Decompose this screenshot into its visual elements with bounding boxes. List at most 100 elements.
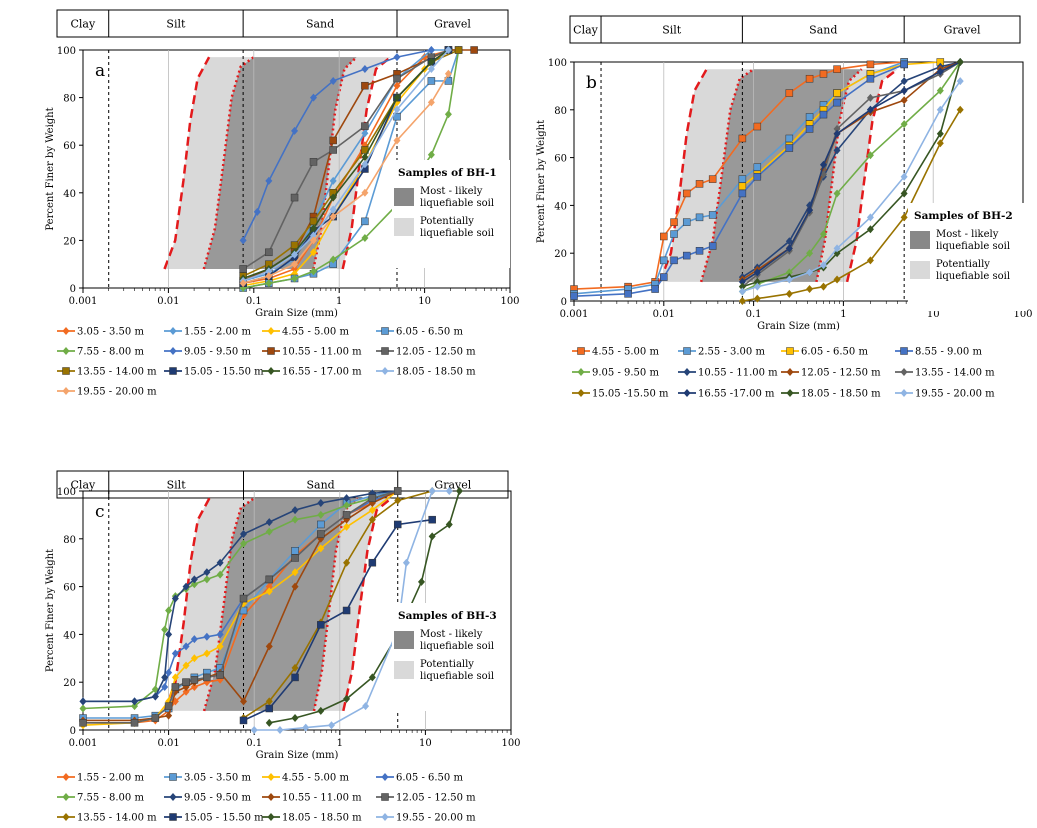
data-point [900, 172, 908, 181]
legend-item: 16.55 -17.00 m [678, 389, 775, 400]
legend-label: 9.05 - 9.50 m [592, 368, 659, 379]
legend-item: 2.55 - 3.00 m [678, 347, 765, 358]
tick-label-y: 60 [554, 154, 567, 165]
data-point [753, 268, 761, 277]
data-point [265, 575, 274, 584]
series-19.55-20.00- [239, 69, 452, 288]
legend-label: 7.55 - 8.00 m [77, 347, 144, 358]
series-legend: 3.05 - 3.50 m 1.55 - 2.00 m 4.55 - 5.00 m 6… [57, 327, 476, 398]
data-point [393, 74, 401, 83]
legend-item: 15.05 -15.50 m [572, 389, 669, 400]
legend-item: 1.55 - 2.00 m [57, 773, 144, 784]
data-point [806, 206, 814, 215]
data-point [265, 704, 274, 713]
legend-item: 4.55 - 5.00 m [572, 347, 659, 358]
legend-item: 15.05 - 15.50 m [164, 813, 264, 824]
soil-class-silt: Silt [662, 24, 682, 37]
data-point [444, 69, 452, 78]
data-point [239, 716, 248, 725]
data-point [833, 189, 841, 198]
data-point [343, 501, 351, 510]
data-point [131, 697, 139, 706]
data-point [936, 86, 944, 95]
tick-label-x: 1 [337, 738, 343, 749]
series-line [269, 490, 461, 724]
legend-item: 3.05 - 3.50 m [164, 773, 251, 784]
legend-label: 3.05 - 3.50 m [77, 327, 144, 338]
data-point [291, 714, 299, 723]
series-line [243, 518, 433, 722]
data-point [900, 189, 908, 198]
legend-marker [683, 389, 691, 397]
data-point [342, 511, 351, 519]
panel-label: b [586, 73, 597, 93]
tick-label-y: 100 [57, 46, 76, 57]
data-point [329, 205, 337, 214]
series-line [742, 61, 961, 293]
legend-item: 15.05 - 15.50 m [164, 367, 264, 378]
data-point [785, 134, 794, 143]
tick-label-y: 0 [70, 284, 76, 295]
data-point [806, 285, 814, 294]
legend-label: 19.55 - 20.00 m [915, 389, 995, 400]
data-point [393, 136, 401, 145]
data-point [444, 46, 452, 54]
data-point [393, 93, 401, 102]
data-point [936, 139, 944, 148]
soil-class-clay: Clay [71, 479, 96, 492]
data-point [190, 654, 198, 663]
data-point [216, 642, 224, 651]
data-point [291, 506, 299, 515]
legend-marker [62, 367, 70, 375]
data-point [806, 249, 814, 258]
data-point [362, 702, 370, 711]
tick-label-y: 80 [63, 94, 76, 105]
series-12.05-12.50- [79, 487, 402, 727]
legend-label: 16.55 -17.00 m [698, 389, 775, 400]
legend-label: 12.05 - 12.50 m [801, 368, 881, 379]
data-point [866, 93, 874, 102]
y-axis-label: Percent Finer by Weight [45, 107, 56, 230]
soil-class-frame [56, 9, 509, 38]
data-point [833, 124, 841, 133]
data-point [361, 81, 369, 90]
data-point [182, 582, 190, 591]
data-point [368, 506, 376, 515]
series-line [83, 490, 399, 722]
data-point [785, 244, 793, 253]
data-point [368, 558, 377, 567]
legend-marker [169, 793, 177, 801]
data-point [393, 487, 402, 495]
series-line [742, 80, 961, 293]
data-point [402, 558, 410, 567]
soil-class-sand: Sand [306, 18, 334, 31]
most-likely-label: liquefiable soil [420, 641, 494, 652]
legend-marker [267, 793, 275, 801]
legend-item: 13.55 - 14.00 m [57, 367, 157, 378]
series-line [741, 61, 961, 283]
series-line [573, 61, 905, 295]
data-point [165, 606, 173, 615]
tick-label-x: 0.1 [246, 296, 262, 307]
data-point [753, 122, 762, 131]
legend-item: 12.05 - 12.50 m [376, 347, 476, 358]
data-point [309, 236, 317, 245]
data-point [427, 77, 436, 85]
data-point [833, 89, 841, 97]
legend-label: 8.55 - 9.00 m [915, 347, 982, 358]
legend-label: 1.55 - 2.00 m [77, 773, 144, 784]
data-point [900, 120, 908, 129]
potentially-label: liquefiable soil [936, 271, 1010, 282]
data-point [329, 193, 337, 202]
data-point [203, 649, 211, 658]
tick-label-y: 100 [548, 58, 567, 69]
data-point [265, 527, 273, 536]
data-point [368, 673, 376, 682]
soil-class-frame [569, 15, 1021, 44]
data-point [239, 265, 247, 273]
axes: 0.001 0.01 0.1 1 10 100 0 20 40 60 80 100 Grain Size… [45, 487, 521, 761]
data-point [833, 98, 841, 107]
legend-marker [267, 813, 275, 821]
tick-label-x: 100 [1013, 309, 1032, 320]
data-point [361, 129, 369, 138]
